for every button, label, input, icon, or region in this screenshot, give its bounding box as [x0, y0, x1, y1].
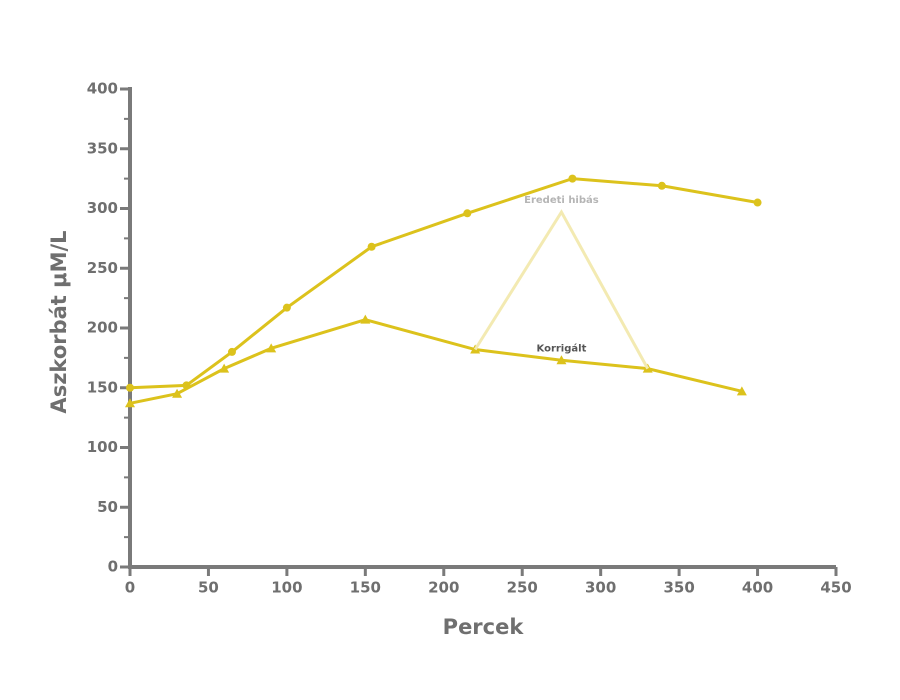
series-line: [473, 209, 650, 370]
point: [360, 314, 371, 324]
x-tick-label: 300: [585, 579, 616, 597]
y-tick-label: 100: [87, 438, 118, 456]
y-tick-label: 350: [87, 139, 118, 157]
series-line: [129, 318, 743, 405]
x-tick-label: 100: [271, 579, 302, 597]
point: [556, 355, 567, 365]
annotation: Korrigált: [537, 342, 587, 354]
series-line: [129, 177, 758, 390]
x-tick-label: 0: [125, 579, 135, 597]
x-tick-label: 50: [198, 579, 219, 597]
x-tick-label: 350: [663, 579, 694, 597]
point: [568, 174, 577, 183]
point: [736, 386, 747, 396]
point: [282, 303, 291, 312]
x-tick-label: 400: [742, 579, 773, 597]
x-tick-label: 200: [428, 579, 459, 597]
y-tick-label: 50: [97, 498, 118, 516]
point: [463, 209, 472, 218]
x-tick-label: 450: [820, 579, 851, 597]
y-tick-label: 150: [87, 378, 118, 396]
y-tick-label: 300: [87, 199, 118, 217]
point: [753, 198, 762, 207]
y-axis-label: Aszkorbát μM/L: [47, 230, 71, 413]
point: [227, 347, 236, 356]
point: [266, 343, 277, 353]
point: [219, 363, 230, 373]
x-tick-label: 250: [507, 579, 538, 597]
y-tick-label: 250: [87, 259, 118, 277]
x-axis-label: Percek: [443, 615, 525, 639]
y-tick-label: 0: [108, 558, 118, 576]
y-tick-label: 400: [87, 80, 118, 98]
point: [172, 388, 183, 398]
annotation: Eredeti hibás: [524, 194, 599, 206]
y-tick-label: 200: [87, 319, 118, 337]
point: [126, 383, 134, 392]
point: [125, 398, 135, 408]
point: [367, 242, 376, 251]
x-tick-label: 150: [350, 579, 381, 597]
point: [657, 181, 666, 190]
